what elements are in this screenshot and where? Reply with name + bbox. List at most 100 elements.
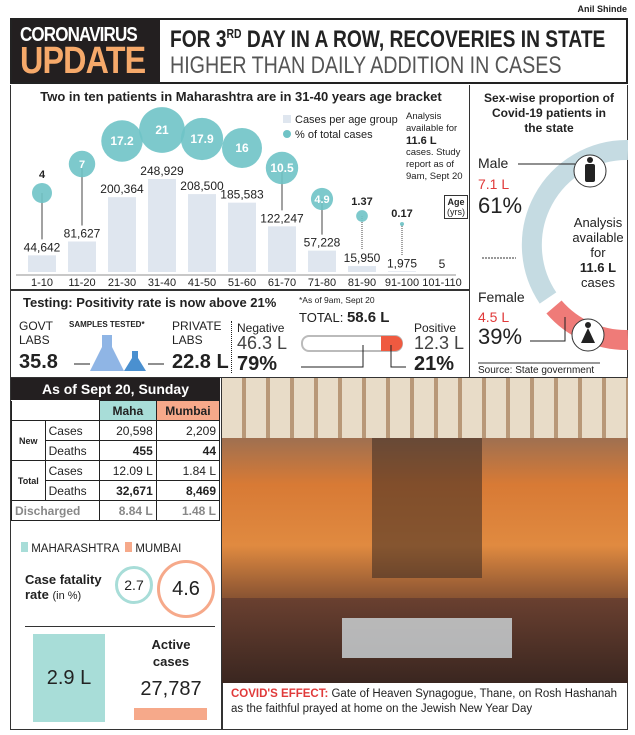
photo-ark xyxy=(372,438,482,578)
cell-mumbai: 44 xyxy=(155,440,221,461)
headline-sup: RD xyxy=(226,26,242,41)
headline-part: DAY IN A ROW, RECOVERIES IN STATE xyxy=(241,26,606,53)
note-line: available xyxy=(572,230,624,245)
female-stats: Female 4.5 L 39% xyxy=(478,287,525,349)
cell-maha: 32,671 xyxy=(98,480,157,501)
divider xyxy=(231,321,232,373)
legend-swatch-bar xyxy=(283,115,291,123)
cell-mumbai: 2,209 xyxy=(155,420,221,441)
bar-value-label: 248,929 xyxy=(140,164,184,178)
x-tick-label: 61-70 xyxy=(268,277,296,289)
note-line: 9am, Sept 20 xyxy=(406,171,463,182)
label-line: PRIVATE xyxy=(172,319,222,333)
active-maha: 2.9 L xyxy=(33,634,105,722)
kicker-coronavirus: CORONAVIRUS xyxy=(20,24,138,46)
headline-line2: HIGHER THAN DAILY ADDITION IN CASES xyxy=(170,52,562,79)
male-count: 7.1 L xyxy=(478,176,510,192)
bar-41-50 xyxy=(188,194,216,272)
bar-1-10 xyxy=(28,255,56,272)
kicker-block: CORONAVIRUS UPDATE xyxy=(12,20,160,82)
bubble-21-30 xyxy=(101,120,143,162)
testing-title: Testing: Positivity rate is now above 21… xyxy=(23,295,277,310)
legend-item-percent: % of total cases xyxy=(283,128,398,143)
cell-mumbai: 1.84 L xyxy=(155,460,221,481)
axis-unit: (yrs) xyxy=(447,207,465,217)
legend-item-cases: Cases per age group xyxy=(283,113,398,128)
male-percent: 61% xyxy=(478,193,523,218)
bar-value-label: 208,500 xyxy=(180,179,224,193)
active-mumbai-bar xyxy=(134,708,207,720)
female-percent: 39% xyxy=(478,324,523,349)
note-line: available for xyxy=(406,123,458,134)
color-legend: MAHARASHTRA MUMBAI xyxy=(21,542,181,555)
table-row: Discharged 8.84 L 1.48 L xyxy=(11,500,221,521)
table-header-row: Maha Mumbai xyxy=(11,400,221,421)
bar-value-label: 15,950 xyxy=(344,251,381,265)
row-group: Total xyxy=(11,460,46,501)
x-tick-label: 41-50 xyxy=(188,277,216,289)
headline-part: FOR 3 xyxy=(170,26,227,53)
bubble-label: 17.2 xyxy=(110,134,134,148)
legend-label: Cases per age group xyxy=(295,114,398,126)
row-label: Cases xyxy=(44,460,100,481)
flask-icons xyxy=(74,335,164,371)
bar-value-label: 200,364 xyxy=(100,182,144,196)
bar-31-40 xyxy=(148,179,176,272)
negative-label: Negative xyxy=(237,321,285,335)
male-icon-head xyxy=(587,157,593,163)
cell-maha: 8.84 L xyxy=(98,500,157,521)
bubble-61-70 xyxy=(265,151,299,185)
table-title: As of Sept 20, Sunday xyxy=(11,378,220,400)
cfr-mumbai: 4.6 xyxy=(157,560,215,618)
private-labs-label: PRIVATE LABS xyxy=(172,319,222,347)
govt-labs-value: 35.8 xyxy=(19,351,58,373)
bar-11-20 xyxy=(68,241,96,272)
note-line: for xyxy=(590,245,606,260)
label-line: GOVT xyxy=(19,319,54,333)
cfr-label: Case fatality rate (in %) xyxy=(25,572,102,604)
active-label: Active cases xyxy=(131,636,211,670)
bar-value-label: 1,975 xyxy=(387,256,417,270)
flask-large-icon xyxy=(90,335,124,371)
female-icon-head xyxy=(585,322,591,328)
female-label: Female xyxy=(478,289,525,305)
bubble-label: 4.9 xyxy=(314,194,329,206)
bubble-label: 0.17 xyxy=(391,208,412,220)
row-label: Deaths xyxy=(44,440,100,461)
table-row: Total Cases 12.09 L 1.84 L xyxy=(11,460,221,501)
x-tick-label: 51-60 xyxy=(228,277,256,289)
x-tick-label: 31-40 xyxy=(148,277,176,289)
private-labs-value: 22.8 L xyxy=(172,351,229,373)
bar-value-label: 185,583 xyxy=(220,188,264,202)
cfr-title: Case fatality xyxy=(25,572,102,587)
synagogue-photo xyxy=(222,378,628,683)
axis-label-age: Age (yrs) xyxy=(444,195,468,219)
positivity-fill xyxy=(381,336,403,351)
row-label: Deaths xyxy=(44,480,100,501)
cfr-unit: (in %) xyxy=(52,590,82,602)
axis-label: Age xyxy=(447,197,465,207)
cell-mumbai: 1.48 L xyxy=(155,500,221,521)
male-arc xyxy=(521,139,628,304)
legend-maha: MAHARASHTRA xyxy=(31,543,119,555)
cell-mumbai: 8,469 xyxy=(155,480,221,501)
x-tick-label: 91-100 xyxy=(385,277,419,289)
chart-title: Two in ten patients in Maharashtra are i… xyxy=(40,89,442,104)
total-value: 58.6 L xyxy=(346,309,390,326)
x-tick-label: 101-110 xyxy=(422,277,462,289)
female-leader xyxy=(530,317,566,342)
bubble-label: 4 xyxy=(39,169,46,181)
bar-81-90 xyxy=(348,266,376,272)
note-line: Analysis xyxy=(406,111,442,122)
stats-panel: As of Sept 20, Sunday Maha Mumbai New Case… xyxy=(10,378,222,730)
negative-value: 46.3 L xyxy=(237,333,288,353)
headline-line1: FOR 3RD DAY IN A ROW, RECOVERIES IN STAT… xyxy=(170,26,605,54)
x-tick-label: 11-20 xyxy=(68,277,95,289)
stats-table: Maha Mumbai New Cases 20,598 2,209 Deaths 455… xyxy=(11,400,221,521)
bubble-label: 10.5 xyxy=(270,161,294,175)
note-line: Analysis xyxy=(573,215,623,230)
bar-71-80 xyxy=(308,250,336,272)
negative-percent: 79% xyxy=(237,353,278,375)
bubble-31-40 xyxy=(139,107,185,153)
positive-leader xyxy=(390,345,406,368)
